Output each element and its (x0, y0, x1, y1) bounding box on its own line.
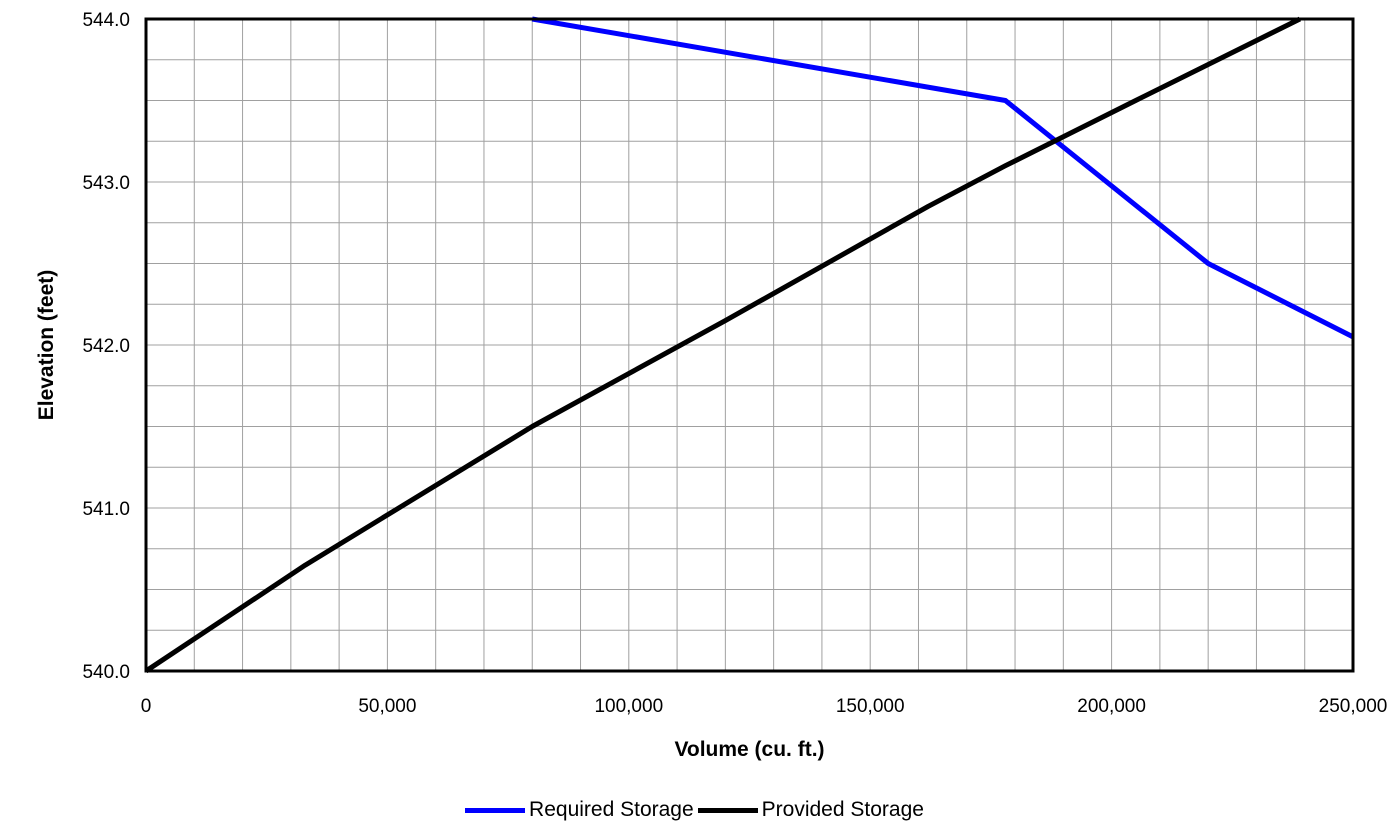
y-tick-labels: 540.0 541.0 542.0 543.0 544.0 (82, 10, 130, 683)
legend-item-required-storage: Required Storage (465, 798, 694, 822)
x-tick-labels: 0 50,000 100,000 150,000 200,000 250,000 (141, 696, 1388, 717)
x-tick-label: 0 (141, 696, 152, 717)
legend-swatch-required-storage (465, 807, 526, 813)
legend-swatch-provided-storage (697, 807, 758, 813)
series-group (144, 16, 1355, 674)
x-tick-label: 250,000 (1319, 696, 1388, 717)
series-line-required-storage (531, 16, 1355, 340)
chart: 0 50,000 100,000 150,000 200,000 250,000 540.… (35, 10, 1388, 761)
x-tick-label: 150,000 (836, 696, 905, 717)
y-tick-label: 542.0 (82, 336, 130, 357)
grid (146, 19, 1353, 671)
y-tick-label: 540.0 (82, 662, 130, 683)
y-axis-title: Elevation (feet) (35, 270, 58, 421)
legend-label-provided-storage: Provided Storage (761, 798, 924, 821)
x-tick-label: 100,000 (594, 696, 663, 717)
legend: Required Storage Provided Storage (0, 790, 1389, 830)
y-tick-label: 541.0 (82, 499, 130, 520)
legend-label-required-storage: Required Storage (529, 798, 694, 821)
y-tick-label: 544.0 (82, 10, 130, 31)
x-tick-label: 200,000 (1077, 696, 1146, 717)
x-axis-title: Volume (cu. ft.) (674, 738, 824, 761)
series-line-provided-storage (144, 16, 1302, 674)
x-tick-label: 50,000 (358, 696, 416, 717)
y-tick-label: 543.0 (82, 173, 130, 194)
plot-frame (144, 17, 1355, 673)
legend-item-provided-storage: Provided Storage (697, 798, 924, 822)
